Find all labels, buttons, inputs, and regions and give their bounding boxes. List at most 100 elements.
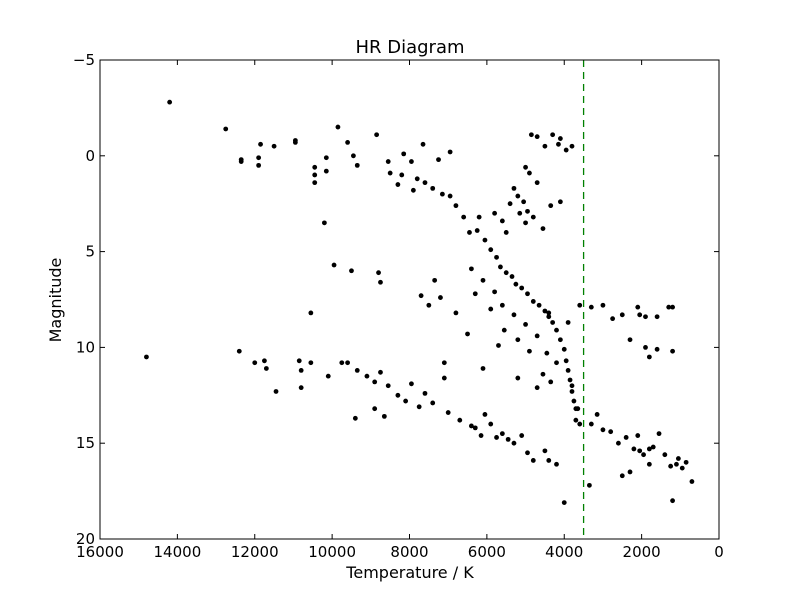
scatter-point (588, 304, 594, 310)
scatter-point (530, 458, 536, 463)
scatter-point (641, 452, 646, 458)
scatter-point (683, 459, 689, 465)
scatter-point (480, 277, 486, 283)
scatter-point (256, 162, 262, 168)
scatter-point (670, 348, 675, 354)
scatter-point (542, 448, 548, 454)
scatter-point (550, 320, 556, 325)
scatter-point (292, 138, 298, 143)
scatter-point (540, 371, 546, 377)
scatter-point (436, 157, 441, 163)
x-tick-label: 10000 (308, 543, 356, 561)
scatter-point (565, 367, 571, 373)
scatter-point (374, 132, 380, 138)
scatter-point (263, 366, 269, 371)
y-tick-label: 10 (76, 338, 95, 356)
scatter-point (482, 237, 488, 243)
scatter-point (557, 136, 563, 141)
scatter-point (637, 448, 643, 454)
scatter-point (507, 201, 513, 207)
scatter-point (488, 247, 494, 253)
scatter-point (323, 168, 329, 174)
scatter-point (527, 170, 532, 176)
scatter-point (635, 433, 641, 438)
scatter-point (501, 327, 507, 333)
scatter-point (167, 99, 173, 105)
scatter-point (635, 304, 641, 310)
scatter-point (571, 398, 577, 404)
scatter-point (385, 383, 391, 389)
x-tick-label: 14000 (154, 543, 202, 561)
scatter-point (643, 314, 648, 320)
scatter-point (546, 458, 552, 463)
scatter-point (689, 479, 695, 484)
scatter-point (525, 208, 530, 214)
scatter-point (457, 417, 463, 423)
scatter-point (654, 314, 660, 320)
scatter-point (498, 264, 503, 270)
scatter-point (525, 450, 530, 456)
scatter-point (432, 277, 438, 283)
scatter-point (447, 193, 453, 199)
scatter-point (488, 306, 494, 312)
scatter-point (569, 383, 575, 389)
scatter-point (482, 412, 488, 417)
scatter-point (349, 268, 354, 274)
scatter-point (557, 337, 563, 343)
scatter-point (503, 270, 509, 276)
scatter-point (447, 149, 453, 155)
scatter-point (453, 203, 459, 209)
scatter-point (534, 385, 540, 391)
scatter-point (401, 151, 407, 157)
scatter-point (256, 155, 262, 161)
scatter-point (637, 312, 643, 318)
scatter-point (530, 299, 536, 304)
scatter-point (461, 214, 467, 220)
scatter-point (588, 421, 594, 427)
scatter-point (372, 379, 378, 385)
scatter-point (499, 218, 505, 224)
scatter-point (312, 180, 318, 186)
scatter-point (666, 304, 672, 310)
y-tick-label: −5 (73, 51, 95, 69)
scatter-point (323, 155, 329, 161)
x-tick-label: 0 (714, 543, 724, 561)
scatter-point (438, 295, 443, 300)
scatter-point (331, 262, 337, 268)
scatter-point (395, 182, 401, 187)
scatter-point (378, 279, 383, 285)
scatter-point (441, 375, 447, 381)
scatter-point (376, 270, 381, 276)
scatter-point (321, 220, 327, 226)
y-ticks-layer: −5 0 5 10 15 20 (73, 51, 719, 548)
scatter-point (646, 446, 652, 452)
scatter-point (298, 367, 304, 373)
scatter-point (561, 500, 567, 505)
scatter-point (546, 314, 552, 320)
scatter-point (499, 302, 505, 308)
points-layer (144, 99, 695, 505)
scatter-point (476, 214, 482, 220)
x-tick-label: 16000 (76, 543, 124, 561)
scatter-point (395, 392, 401, 398)
scatter-point (271, 143, 277, 149)
scatter-point (262, 358, 267, 364)
scatter-point (418, 293, 424, 299)
scatter-point (372, 406, 378, 412)
scatter-point (517, 210, 523, 216)
scatter-point (528, 132, 534, 138)
scatter-point (616, 440, 621, 446)
scatter-point (569, 143, 575, 149)
scatter-point (643, 345, 648, 350)
scatter-point (577, 302, 583, 308)
y-tick-label: 5 (85, 243, 95, 261)
scatter-point (298, 385, 304, 391)
scatter-point (381, 413, 387, 419)
scatter-point (527, 348, 532, 354)
scatter-point (238, 159, 244, 164)
scatter-point (679, 465, 685, 471)
scatter-point (600, 302, 606, 308)
scatter-point (627, 337, 633, 343)
